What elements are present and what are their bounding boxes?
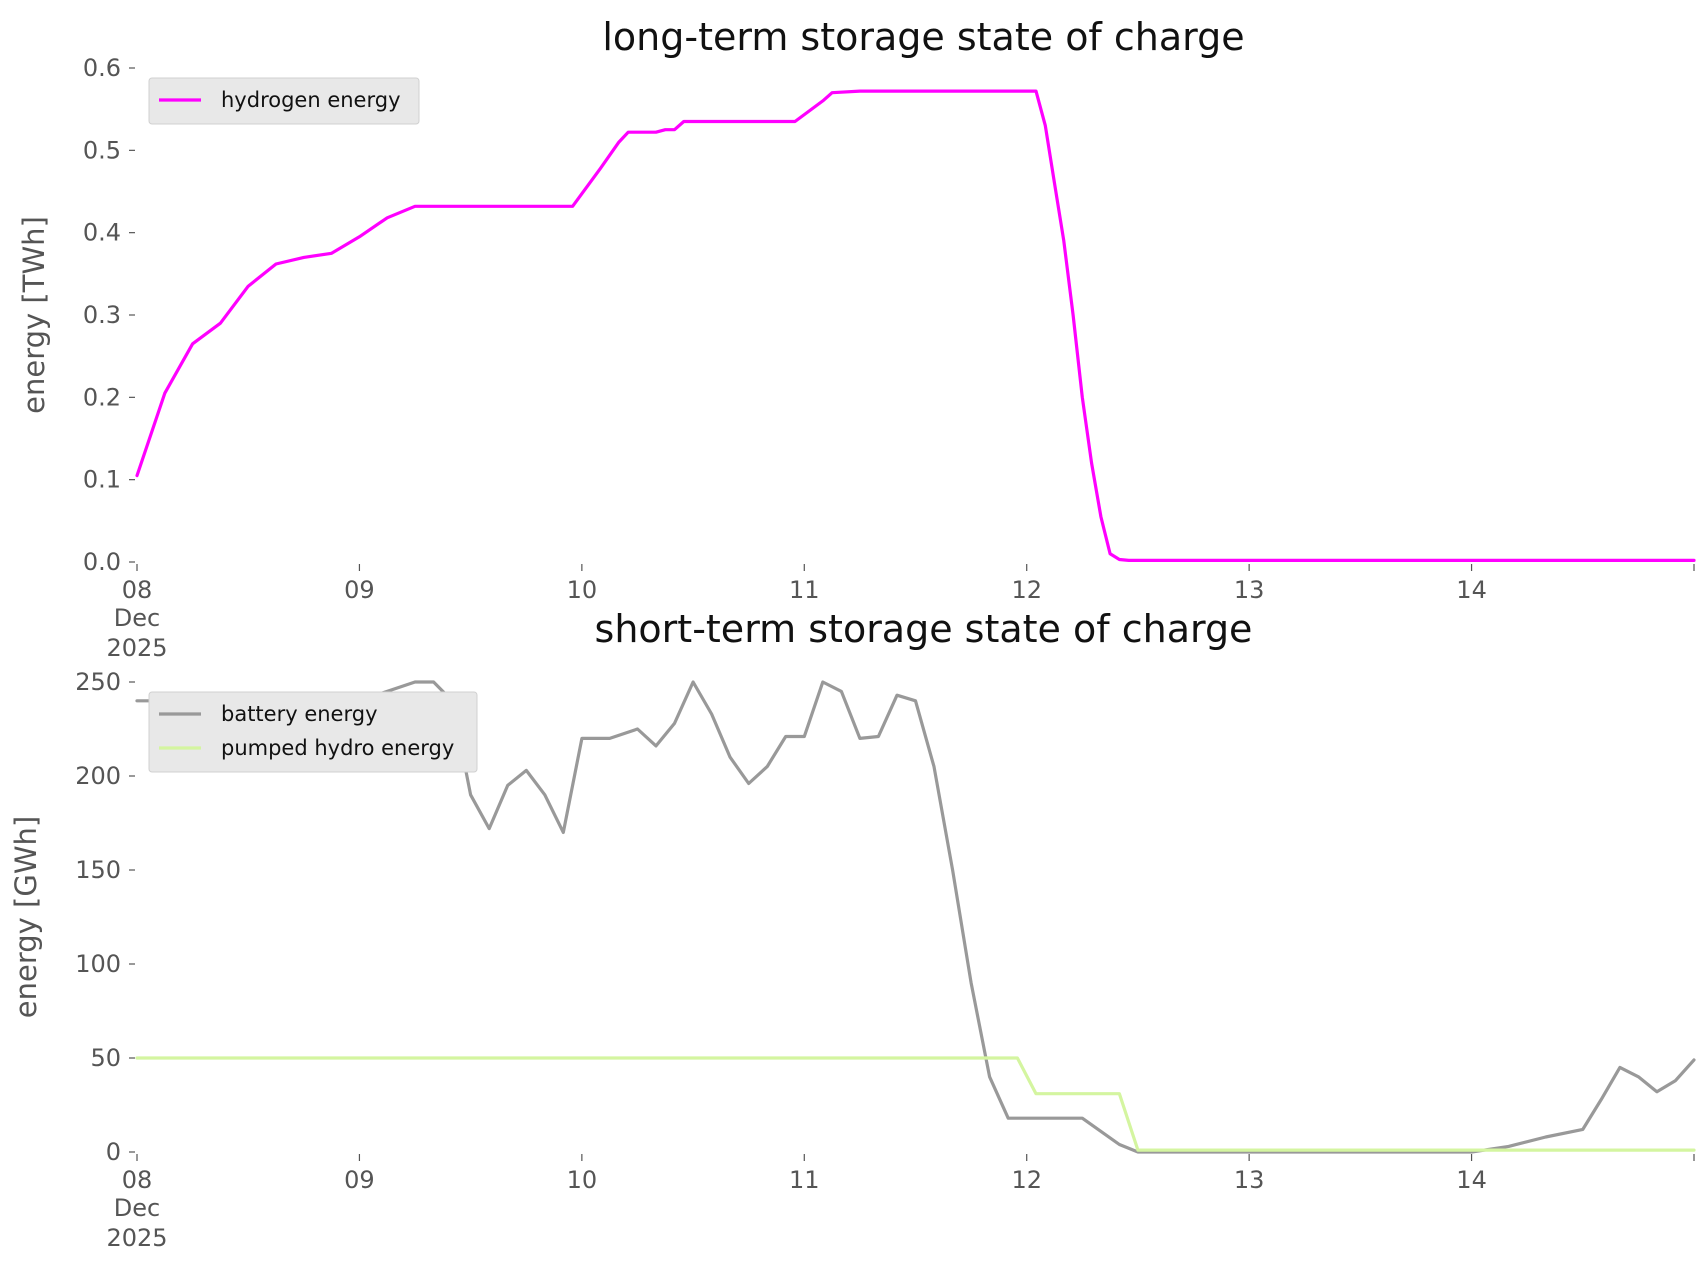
- long-term-chart: long-term storage state of charge energy …: [17, 15, 1696, 662]
- x-tick-label: 13: [1234, 576, 1265, 604]
- legend-label: pumped hydro energy: [221, 736, 454, 760]
- y-tick-label: 0.0: [83, 548, 121, 576]
- x-tick-year: 2025: [106, 634, 167, 662]
- x-tick-label: 08: [122, 1166, 153, 1194]
- y-tick-label: 0.2: [83, 383, 121, 411]
- legend: battery energy pumped hydro energy: [148, 691, 478, 773]
- legend-box: [148, 691, 478, 773]
- x-tick-month: Dec: [114, 604, 160, 632]
- x-tick-label: 14: [1456, 576, 1487, 604]
- y-tick-label: 0.3: [83, 301, 121, 329]
- x-tick-month: Dec: [114, 1194, 160, 1222]
- x-tick-label: 14: [1456, 1166, 1487, 1194]
- x-tick-label: 12: [1011, 576, 1042, 604]
- y-tick-label: 0.4: [83, 219, 121, 247]
- x-tick-label: 11: [789, 1166, 820, 1194]
- series-line-battery-energy: [135, 680, 1696, 1154]
- y-tick-label: 150: [75, 856, 121, 884]
- y-tick-label: 0.5: [83, 136, 121, 164]
- x-tick-label: 10: [567, 1166, 598, 1194]
- chart-title: long-term storage state of charge: [602, 15, 1244, 59]
- y-axis-label: energy [TWh]: [17, 216, 51, 414]
- x-tick-label: 10: [567, 576, 598, 604]
- x-tick-label: 08: [122, 576, 153, 604]
- y-tick-label: 0.1: [83, 466, 121, 494]
- legend-label: battery energy: [221, 702, 378, 726]
- y-tick-label: 0.6: [83, 54, 121, 82]
- x-tick-label: 12: [1011, 1166, 1042, 1194]
- x-tick-year: 2025: [106, 1224, 167, 1252]
- chart-title: short-term storage state of charge: [595, 607, 1253, 651]
- x-tick-label: 09: [344, 1166, 375, 1194]
- legend-box: [148, 77, 420, 125]
- x-tick-label: 11: [789, 576, 820, 604]
- x-tick-label: 13: [1234, 1166, 1265, 1194]
- legend-label: hydrogen energy: [221, 88, 401, 112]
- y-tick-label: 250: [75, 668, 121, 696]
- legend: hydrogen energy: [148, 77, 420, 125]
- series-line-pumped-hydro-energy: [135, 1056, 1696, 1152]
- y-tick-label: 0: [106, 1138, 121, 1166]
- y-tick-label: 100: [75, 950, 121, 978]
- series-line-hydrogen-energy: [135, 89, 1696, 563]
- y-tick-label: 50: [90, 1044, 121, 1072]
- y-axis-label: energy [GWh]: [9, 816, 43, 1018]
- y-tick-label: 200: [75, 762, 121, 790]
- x-tick-label: 09: [344, 576, 375, 604]
- short-term-chart: short-term storage state of charge energy…: [9, 607, 1696, 1252]
